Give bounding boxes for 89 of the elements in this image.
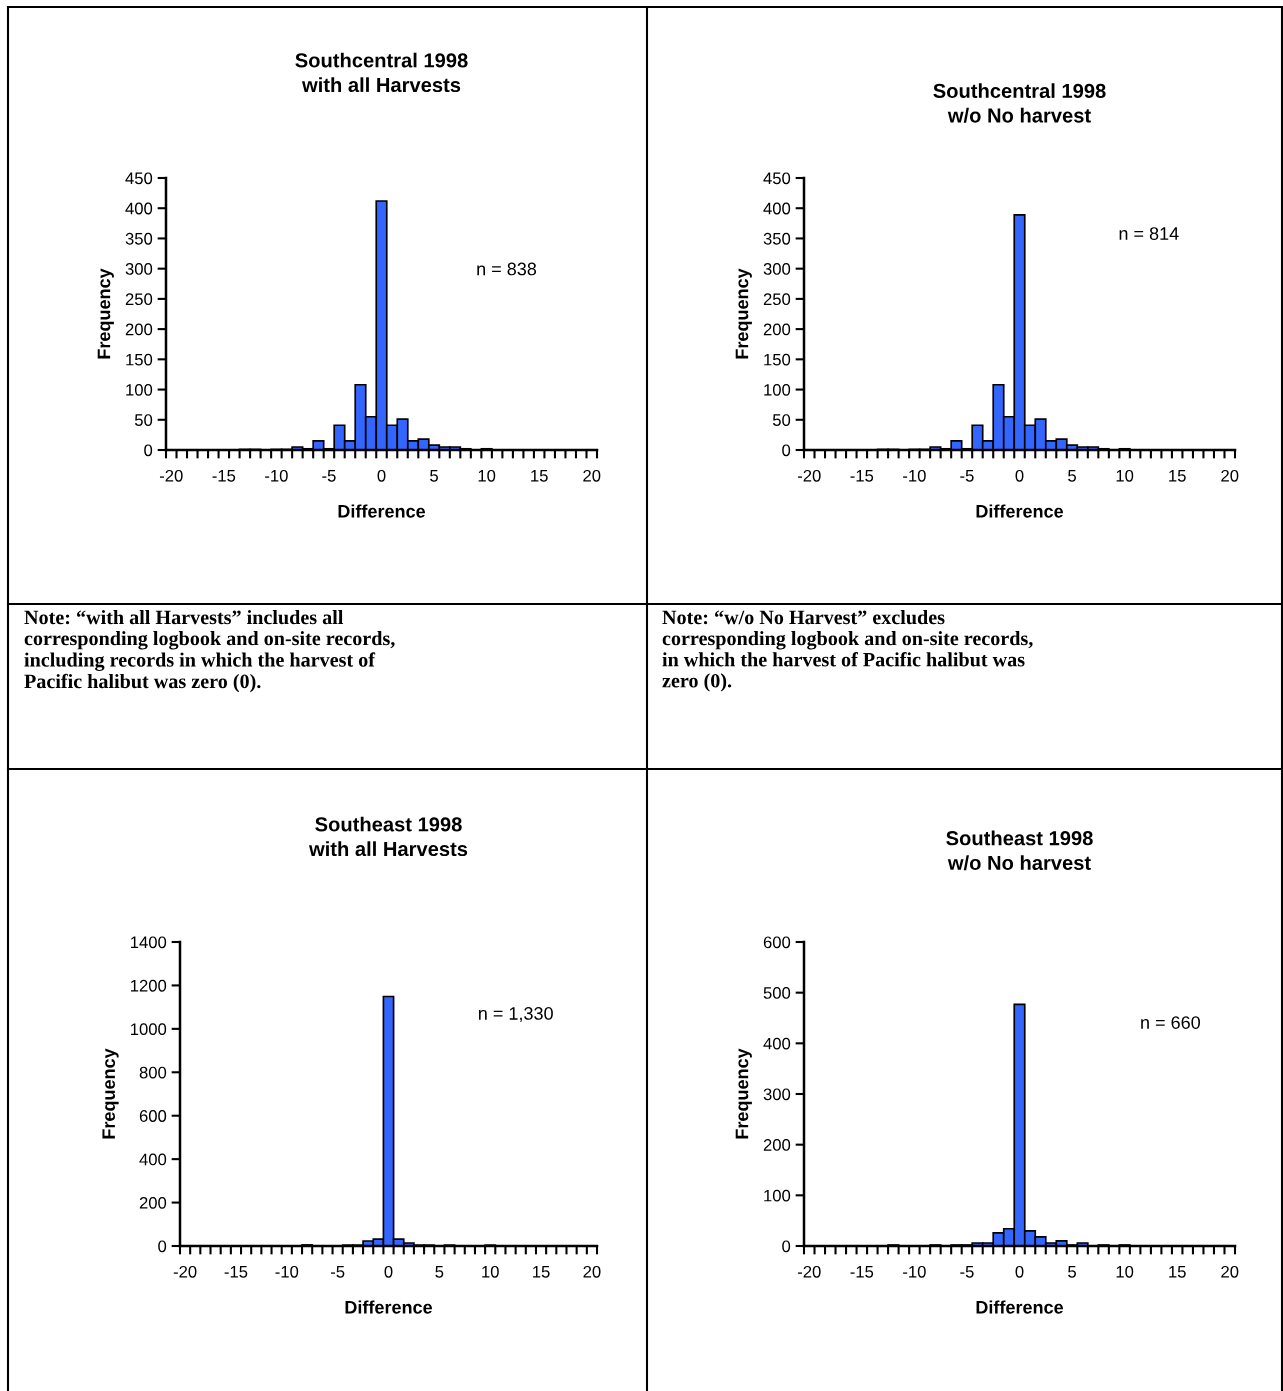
x-tick-label: 0 [1015, 469, 1024, 482]
x-tick-label: -20 [797, 469, 821, 482]
annotation: n = 814 [1119, 227, 1179, 240]
y-axis-title: Frequency [102, 1048, 119, 1139]
y-tick-label: 450 [125, 172, 153, 185]
x-tick-label: 10 [478, 469, 496, 482]
y-axis-title: Frequency [735, 268, 752, 359]
x-axis-title: Difference [345, 1300, 433, 1314]
x-tick-label: -10 [903, 469, 926, 482]
y-tick-label: 600 [139, 1110, 167, 1122]
x-tick-label: 0 [377, 469, 386, 482]
x-tick-label: 0 [384, 1265, 393, 1278]
y-tick-label: 800 [139, 1066, 167, 1079]
annotation: n = 660 [1141, 1016, 1201, 1029]
x-tick-label: 20 [583, 1265, 601, 1278]
y-tick-label: 600 [763, 936, 791, 949]
y-tick-label: 200 [763, 1139, 791, 1151]
x-tick-label: 10 [1116, 1265, 1134, 1278]
x-tick-label: -15 [212, 470, 236, 482]
y-tick-label: 1200 [131, 979, 167, 992]
x-tick-label: -10 [265, 469, 288, 482]
y-axis-title: Frequency [97, 268, 114, 359]
x-tick-label: -10 [275, 1265, 299, 1278]
y-tick-label: 400 [763, 1037, 791, 1050]
x-tick-label: -20 [797, 1265, 821, 1278]
x-tick-label: 15 [1169, 470, 1186, 482]
y-tick-label: 350 [763, 232, 791, 245]
x-tick-label: 15 [1169, 1266, 1186, 1278]
y-tick-label: 100 [126, 383, 153, 396]
x-tick-label: -20 [159, 469, 183, 482]
y-tick-label: 400 [125, 202, 153, 215]
y-tick-label: 250 [125, 293, 153, 306]
x-axis-title: Difference [338, 504, 426, 518]
y-tick-label: 150 [126, 353, 153, 366]
annotation: n = 1,330 [478, 1007, 553, 1022]
y-tick-label: 0 [158, 1240, 167, 1253]
y-tick-label: 50 [772, 414, 791, 426]
y-tick-label: 400 [763, 202, 791, 215]
x-tick-label: 5 [1068, 470, 1076, 482]
y-tick-label: 450 [763, 172, 791, 185]
y-tick-label: 300 [125, 263, 153, 275]
y-tick-label: 200 [125, 323, 153, 336]
x-tick-label: -5 [330, 1266, 345, 1278]
x-tick-label: -15 [224, 1266, 248, 1278]
x-tick-label: 5 [1068, 1266, 1076, 1278]
x-tick-label: 5 [435, 1266, 444, 1278]
x-tick-label: 10 [482, 1265, 499, 1278]
y-tick-label: 1000 [131, 1023, 167, 1036]
x-tick-label: -10 [903, 1265, 926, 1278]
x-tick-label: -5 [960, 1266, 974, 1278]
y-tick-label: 200 [139, 1196, 167, 1209]
x-tick-label: 20 [583, 469, 601, 482]
y-tick-label: 1400 [131, 936, 167, 949]
y-tick-label: 0 [782, 1240, 791, 1253]
y-tick-label: 0 [144, 444, 153, 457]
x-axis-title: Difference [976, 504, 1064, 518]
y-tick-label: 200 [763, 323, 791, 336]
y-tick-label: 300 [763, 263, 791, 275]
x-tick-label: -20 [173, 1265, 197, 1278]
y-tick-label: 150 [764, 353, 791, 366]
y-tick-label: 350 [125, 232, 153, 245]
x-axis-title: Difference [976, 1300, 1064, 1314]
text: Note: “w/o No Harvest” excludes corresponding logbook and on-site records, in which the harvest of Pacific halibut was zero (0). [662, 610, 1033, 692]
x-tick-label: 20 [1221, 1265, 1239, 1278]
x-tick-label: 10 [1116, 469, 1134, 482]
y-tick-label: 100 [764, 1189, 791, 1202]
y-tick-label: 0 [782, 444, 791, 457]
x-tick-label: 0 [1015, 1265, 1024, 1278]
y-tick-label: 100 [764, 383, 791, 396]
y-tick-label: 250 [763, 293, 791, 306]
x-tick-label: 15 [533, 1266, 550, 1278]
x-tick-label: -5 [322, 470, 336, 482]
y-tick-label: 300 [763, 1088, 791, 1101]
y-tick-label: 50 [134, 414, 153, 426]
chart-title: Southcentral 1998 w/o No harvest [933, 83, 1106, 123]
y-tick-label: 500 [763, 987, 791, 999]
x-tick-label: 15 [531, 470, 548, 482]
y-axis-title: Frequency [735, 1048, 752, 1139]
x-tick-label: -15 [850, 470, 874, 482]
x-tick-label: -5 [960, 470, 974, 482]
x-tick-label: -15 [850, 1266, 874, 1278]
chart-title: Southeast 1998 w/o No harvest [946, 830, 1093, 871]
y-tick-label: 400 [139, 1153, 167, 1166]
chart-title: Southcentral 1998 with all Harvests [295, 52, 468, 93]
chart-title: Southeast 1998 with all Harvests [308, 816, 468, 857]
x-tick-label: 5 [430, 470, 438, 482]
x-tick-label: 20 [1221, 469, 1239, 482]
text: Note: “with all Harvests” includes all corresponding logbook and on-site records, including records in which the harvest of Pacific halibut was zero (0). [24, 610, 395, 693]
annotation: n = 838 [477, 262, 537, 276]
